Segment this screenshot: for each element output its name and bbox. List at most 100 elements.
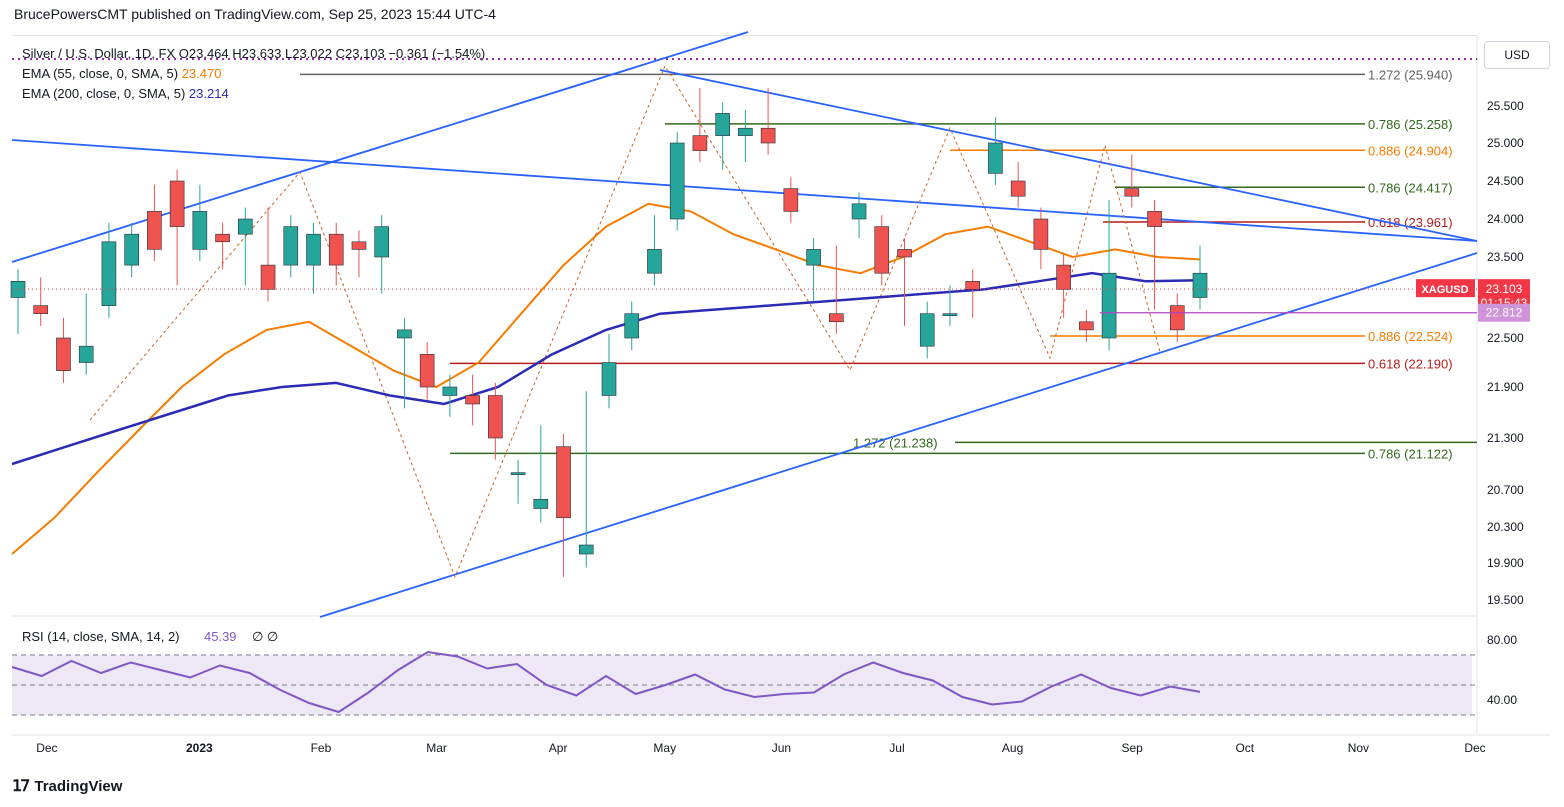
price-tick-label: 23.500 <box>1487 250 1524 264</box>
candle-body <box>328 233 344 266</box>
fib-level-label: 0.886 (22.524) <box>1368 329 1453 344</box>
publisher-header: BrucePowersCMT published on TradingView.… <box>14 6 496 22</box>
fib-level-label: 0.786 (25.258) <box>1368 117 1453 132</box>
price-tick-label: 25.000 <box>1487 136 1524 150</box>
fib-level-label: 0.618 (23.961) <box>1368 215 1453 230</box>
candle-body <box>601 362 617 396</box>
fib-level-label: 0.886 (24.904) <box>1368 143 1453 158</box>
ema200-label: EMA (200, close, 0, SMA, 5) <box>22 86 186 101</box>
price-tick-label: 19.500 <box>1487 593 1524 607</box>
price-tick-label: 22.500 <box>1487 331 1524 345</box>
price-tick-label: 21.300 <box>1487 431 1524 445</box>
candle-body <box>169 180 185 227</box>
chart-frame <box>12 35 1477 736</box>
fib-level-label: 1.272 (21.238) <box>853 435 938 450</box>
candle-body <box>988 142 1003 174</box>
price-tick-label: 20.300 <box>1487 520 1524 534</box>
candle-body <box>806 249 821 266</box>
harmonic-pattern-line <box>89 64 1161 579</box>
candle-body <box>260 264 276 290</box>
time-tick-label: Feb <box>311 741 332 755</box>
candle-body <box>965 280 980 290</box>
chart-legend: Silver / U.S. Dollar, 1D, FX O23.464 H23… <box>22 44 485 104</box>
level-price-bg <box>1478 303 1530 322</box>
time-tick-label: Apr <box>549 741 568 755</box>
price-tick-label: 20.700 <box>1487 483 1524 497</box>
trendline <box>11 31 749 263</box>
trendline <box>659 69 1478 242</box>
price-tick-label: 19.900 <box>1487 556 1524 570</box>
candle-body <box>101 241 117 306</box>
last-price-value: 23.103 <box>1486 282 1523 296</box>
candle-body <box>147 211 162 250</box>
candle-body <box>124 233 139 266</box>
brand-name: TradingView <box>34 777 123 795</box>
time-tick-label: Mar <box>426 741 447 755</box>
candle-body <box>306 233 321 266</box>
candle-body <box>624 313 640 339</box>
trendline <box>11 139 1478 242</box>
candle-body <box>1124 188 1140 197</box>
candle-body <box>1056 264 1071 290</box>
candle-body <box>783 188 799 212</box>
footer-brand[interactable]: 𝟣𝟩 TradingView <box>12 776 122 796</box>
symbol-tag: XAGUSD <box>1421 284 1468 296</box>
candle-body <box>1010 180 1026 197</box>
time-tick-label: Jul <box>889 741 904 755</box>
candle-body <box>738 127 753 136</box>
candle-body <box>942 313 958 317</box>
candle-body <box>1169 305 1185 331</box>
candle-body <box>56 337 71 371</box>
currency-button[interactable]: USD <box>1484 41 1550 69</box>
ema200-legend[interactable]: EMA (200, close, 0, SMA, 5) 23.214 <box>22 84 485 104</box>
candle-body <box>283 226 299 266</box>
candle-body <box>419 354 435 388</box>
rsi-axis-label: 80.00 <box>1487 633 1517 647</box>
ema200-line <box>11 271 1201 466</box>
candle-body <box>874 226 890 274</box>
candle-body <box>397 329 412 339</box>
rsi-legend-value: 45.39 <box>204 629 237 644</box>
fib-level-label: 0.618 (22.190) <box>1368 356 1453 371</box>
candle-body <box>215 233 230 243</box>
candle-body <box>647 249 662 274</box>
trendline <box>319 252 1478 618</box>
symbol-tag-bg <box>1416 279 1475 298</box>
symbol-ohlc-line[interactable]: Silver / U.S. Dollar, 1D, FX O23.464 H23… <box>22 46 486 61</box>
fib-level-label: 0.786 (21.122) <box>1368 446 1453 461</box>
candle-body <box>488 395 503 439</box>
time-tick-label: Aug <box>1002 741 1023 755</box>
candle-body <box>1101 272 1117 339</box>
candle-body <box>669 142 685 220</box>
rsi-legend-label: RSI (14, close, SMA, 14, 2) <box>22 629 180 644</box>
rsi-legend-extra: ∅ ∅ <box>252 629 278 644</box>
time-tick-label: May <box>653 741 676 755</box>
candle-body <box>692 135 708 151</box>
level-price-value: 22.812 <box>1486 306 1523 320</box>
time-tick-label: Dec <box>36 741 57 755</box>
ema55-label: EMA (55, close, 0, SMA, 5) <box>22 66 179 81</box>
candle-body <box>192 211 208 250</box>
time-tick-label: Jun <box>772 741 791 755</box>
candle-body <box>851 203 867 220</box>
candle-body <box>556 446 571 519</box>
fib-level-label: 0.786 (24.417) <box>1368 180 1453 195</box>
candle-body <box>33 305 49 315</box>
candle-body <box>715 113 730 136</box>
candle-body <box>465 395 480 405</box>
candle-body <box>351 241 367 250</box>
candle-body <box>829 313 844 323</box>
ema55-legend[interactable]: EMA (55, close, 0, SMA, 5) 23.470 <box>22 64 485 84</box>
candle-body <box>1147 211 1162 227</box>
price-tick-label: 24.500 <box>1487 174 1524 188</box>
candle-body <box>533 498 549 509</box>
candle-body <box>1079 321 1094 331</box>
price-tick-label: 24.000 <box>1487 212 1524 226</box>
fib-level-label: 1.272 (25.940) <box>1368 67 1453 82</box>
ema55-line <box>11 202 1201 555</box>
time-tick-label: Nov <box>1348 741 1369 755</box>
candle-body <box>1192 272 1208 298</box>
time-tick-label: Dec <box>1464 741 1485 755</box>
rsi-axis-label: 40.00 <box>1487 693 1517 707</box>
